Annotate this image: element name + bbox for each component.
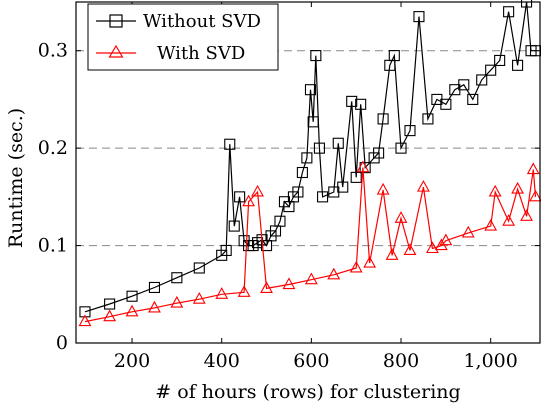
y-tick-label: 0.2 — [38, 137, 68, 159]
legend-label-without-svd: Without SVD — [143, 11, 261, 32]
data-point-square — [304, 84, 317, 96]
data-point-triangle — [125, 304, 139, 317]
y-tick-label: 0.3 — [38, 40, 68, 62]
x-tick-label: 800 — [383, 350, 419, 372]
legend-item-with-svd: With SVD — [96, 43, 245, 64]
data-point-square — [485, 64, 497, 76]
data-point-square — [313, 142, 325, 154]
data-point-triangle — [363, 255, 377, 268]
series-layer — [78, 0, 541, 327]
data-point-triangle — [526, 162, 540, 175]
data-point-triangle — [356, 160, 370, 173]
data-point-square — [458, 79, 470, 91]
data-point-triangle — [488, 184, 502, 197]
series-without-svd — [79, 0, 541, 318]
data-point-square — [377, 113, 389, 125]
data-point-triangle — [484, 218, 498, 231]
data-point-triangle — [376, 182, 390, 195]
data-point-triangle — [439, 233, 453, 246]
legend-label-with-svd: With SVD — [157, 43, 245, 64]
data-point-triangle — [403, 243, 417, 255]
data-point-square — [234, 191, 246, 203]
x-axis-title: # of hours (rows) for clustering — [155, 381, 460, 403]
data-point-square — [220, 244, 232, 256]
data-point-square — [395, 142, 407, 154]
y-tick-label: 0.1 — [38, 235, 68, 257]
data-point-square — [171, 272, 183, 284]
data-point-square — [332, 137, 344, 149]
data-point-triangle — [520, 209, 533, 221]
data-point-triangle — [260, 281, 273, 293]
data-point-triangle — [251, 184, 264, 197]
x-tick-label: 600 — [293, 350, 329, 372]
data-point-triangle — [215, 287, 229, 299]
series-line-with-svd — [84, 167, 537, 323]
data-point-triangle — [237, 285, 251, 297]
axes — [75, 1, 541, 344]
plot-frame — [75, 1, 541, 344]
data-point-triangle — [282, 277, 296, 290]
data-point-triangle — [170, 295, 184, 308]
data-point-triangle — [78, 314, 92, 327]
data-point-square — [503, 6, 515, 18]
data-point-triangle — [349, 260, 363, 273]
data-point-triangle — [327, 267, 341, 280]
data-point-square — [350, 171, 362, 183]
data-point-square — [388, 50, 400, 62]
data-point-triangle — [461, 225, 475, 238]
data-point-triangle — [511, 181, 525, 194]
data-point-square — [310, 50, 322, 62]
data-point-square — [228, 220, 240, 232]
data-point-square — [440, 98, 452, 110]
data-point-square — [346, 95, 358, 107]
data-point-triangle — [385, 248, 399, 260]
data-point-triangle — [148, 300, 161, 313]
data-point-square — [224, 138, 236, 150]
data-point-triangle — [394, 211, 408, 223]
data-point-square — [301, 152, 313, 164]
data-point-square — [307, 116, 319, 128]
data-point-square — [317, 191, 329, 203]
x-tick-label: 200 — [114, 350, 150, 372]
data-point-square — [104, 298, 116, 310]
legend-item-without-svd: Without SVD — [96, 11, 261, 32]
data-point-square — [126, 290, 138, 302]
data-point-triangle — [502, 214, 516, 226]
legend-marker-triangle — [108, 44, 124, 58]
data-point-square — [292, 186, 304, 198]
data-point-triangle — [304, 272, 318, 285]
data-point-square — [476, 74, 488, 86]
y-axis-ticks: 0 0.1 0.2 0.3 — [38, 40, 540, 354]
data-point-triangle — [425, 241, 439, 254]
data-point-square — [337, 181, 349, 193]
data-point-square — [512, 59, 524, 71]
data-point-square — [355, 98, 367, 110]
data-point-triangle — [417, 179, 430, 192]
data-point-square — [467, 93, 479, 105]
data-point-square — [404, 125, 416, 137]
data-point-triangle — [192, 292, 206, 304]
y-axis-title: Runtime (sec.) — [5, 108, 27, 248]
x-tick-label: 1,000 — [463, 350, 517, 372]
x-tick-label: 400 — [204, 350, 240, 372]
legend: Without SVD With SVD — [87, 3, 279, 71]
data-point-square — [494, 54, 506, 67]
y-tick-label: 0 — [56, 332, 68, 354]
legend-marker-square — [109, 14, 123, 28]
data-point-triangle — [529, 189, 541, 202]
data-point-square — [373, 147, 385, 159]
data-point-square — [148, 281, 161, 294]
data-point-square — [274, 215, 286, 227]
data-point-square — [79, 306, 91, 318]
data-point-square — [193, 262, 205, 274]
data-point-square — [413, 11, 425, 23]
x-axis-ticks: 200 400 600 800 1,000 — [114, 2, 518, 372]
series-with-svd — [78, 160, 541, 327]
data-point-square — [422, 113, 434, 125]
data-point-triangle — [103, 309, 117, 322]
data-point-square — [296, 166, 308, 179]
data-point-triangle — [242, 194, 256, 207]
